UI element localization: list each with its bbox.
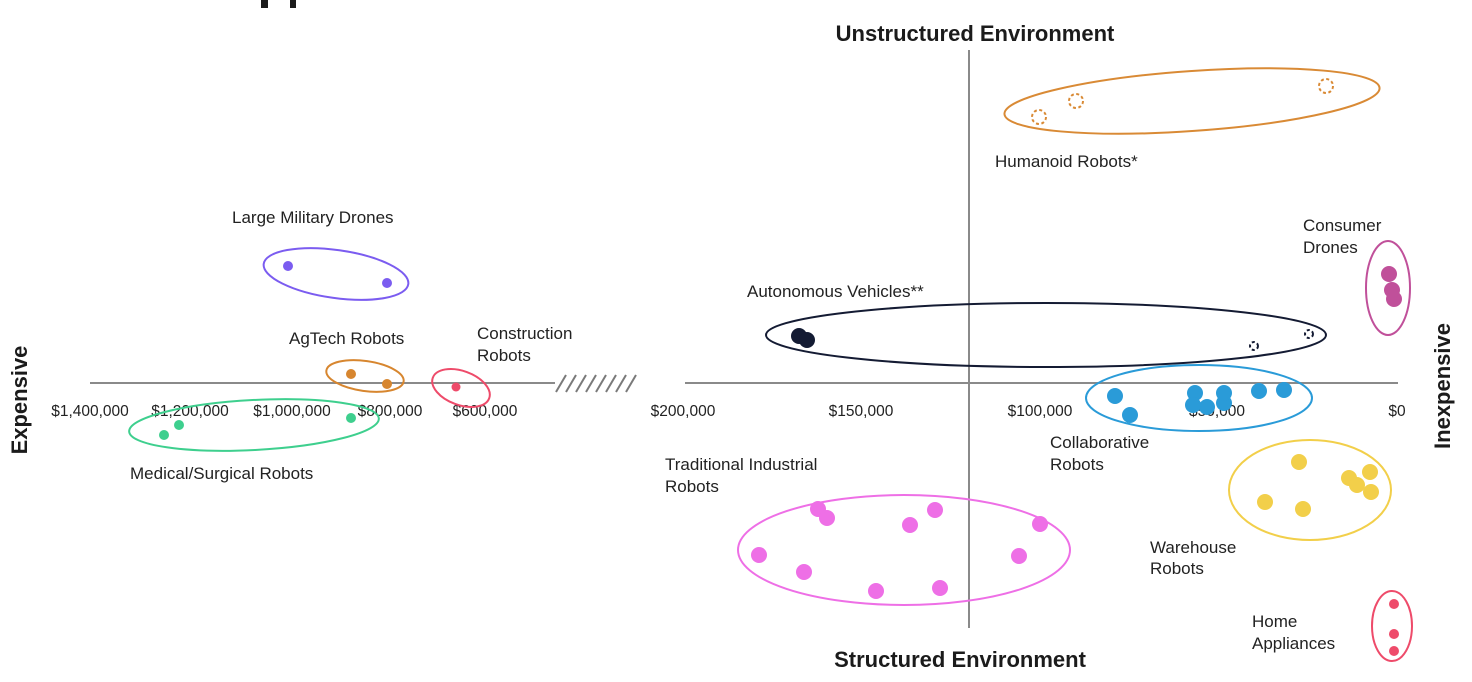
- x-tick-label: $1,200,000: [151, 403, 229, 420]
- data-point: [1304, 329, 1314, 339]
- group-ellipses: [128, 67, 1413, 662]
- data-point: [1389, 599, 1399, 609]
- x-tick-label: $1,000,000: [253, 403, 331, 420]
- x-tick-label: $800,000: [358, 403, 423, 420]
- label-consumer-drones-line1: Consumer: [1303, 216, 1382, 235]
- label-agtech-robots: AgTech Robots: [289, 329, 404, 348]
- data-point: [346, 369, 356, 379]
- data-point: [1251, 383, 1267, 399]
- data-point: [819, 510, 835, 526]
- data-point: [1032, 516, 1048, 532]
- label-traditional-industrial-robots-line1: Traditional Industrial: [665, 455, 817, 474]
- data-point: [1381, 266, 1397, 282]
- ellipse-medical-surgical-robots: [128, 398, 380, 452]
- data-point: [174, 420, 184, 430]
- data-point: [1257, 494, 1273, 510]
- data-point: [159, 430, 169, 440]
- data-point: [1122, 407, 1138, 423]
- label-collaborative-robots-line1: Collaborative: [1050, 433, 1149, 452]
- data-point: [1295, 501, 1311, 517]
- axis-title-bottom: Structured Environment: [834, 647, 1086, 672]
- data-point: [799, 332, 815, 348]
- data-point: [1249, 341, 1259, 351]
- ellipse-autonomous-vehicles: [765, 302, 1327, 368]
- data-point: [1363, 484, 1379, 500]
- ellipse-humanoid-robots: [1003, 67, 1381, 135]
- data-point: [1362, 464, 1378, 480]
- axis-title-top: Unstructured Environment: [836, 21, 1115, 46]
- axis-title-right: Inexpensive: [1430, 323, 1455, 449]
- label-warehouse-robots-line1: Warehouse: [1150, 538, 1236, 557]
- label-construction-robots-line2: Robots: [477, 346, 531, 365]
- label-traditional-industrial-robots-line2: Robots: [665, 477, 719, 496]
- data-point: [346, 413, 356, 423]
- group-labels: Humanoid Robots* Large Military Drones C…: [130, 152, 1382, 653]
- label-medical-surgical-robots: Medical/Surgical Robots: [130, 464, 313, 483]
- ellipse-large-military-drones: [262, 247, 410, 301]
- ellipse-collaborative-robots: [1085, 364, 1313, 432]
- data-point: [1318, 78, 1334, 94]
- data-point: [1349, 477, 1365, 493]
- data-points: [159, 78, 1402, 656]
- ellipse-consumer-drones: [1365, 240, 1411, 336]
- ellipse-home-appliances: [1371, 590, 1413, 662]
- data-point: [927, 502, 943, 518]
- data-point: [1011, 548, 1027, 564]
- cropped-title-fragment: [261, 0, 296, 8]
- data-point: [1031, 109, 1047, 125]
- x-tick-label: $200,000: [651, 403, 716, 420]
- data-point: [868, 583, 884, 599]
- label-warehouse-robots-line2: Robots: [1150, 559, 1204, 578]
- label-large-military-drones: Large Military Drones: [232, 208, 394, 227]
- data-point: [1389, 629, 1399, 639]
- data-point: [1199, 399, 1215, 415]
- data-point: [1068, 93, 1084, 109]
- data-point: [1185, 397, 1201, 413]
- data-point: [283, 261, 293, 271]
- data-point: [1386, 291, 1402, 307]
- data-point: [382, 379, 392, 389]
- label-construction-robots-line1: Construction: [477, 324, 572, 343]
- data-point: [902, 517, 918, 533]
- data-point: [1276, 382, 1292, 398]
- x-tick-label: $0: [1388, 403, 1406, 420]
- data-point: [796, 564, 812, 580]
- x-tick-label: $150,000: [829, 403, 894, 420]
- ellipse-agtech-robots: [325, 359, 405, 393]
- ellipse-warehouse-robots: [1228, 439, 1392, 541]
- data-point: [1187, 385, 1203, 401]
- data-point: [1291, 454, 1307, 470]
- label-home-appliances-line1: Home: [1252, 612, 1297, 631]
- data-point: [932, 580, 948, 596]
- label-collaborative-robots-line2: Robots: [1050, 455, 1104, 474]
- label-autonomous-vehicles: Autonomous Vehicles**: [747, 282, 924, 301]
- ellipse-construction-robots: [431, 368, 491, 408]
- data-point: [1107, 388, 1123, 404]
- x-tick-label: $100,000: [1008, 403, 1073, 420]
- axis-title-left: Expensive: [7, 346, 32, 455]
- axis-break-marks: [555, 374, 637, 393]
- data-point: [751, 547, 767, 563]
- label-humanoid-robots: Humanoid Robots*: [995, 152, 1138, 171]
- data-point: [451, 382, 461, 392]
- data-point: [1389, 646, 1399, 656]
- data-point: [382, 278, 392, 288]
- data-point: [1216, 385, 1232, 401]
- label-home-appliances-line2: Appliances: [1252, 634, 1335, 653]
- ellipse-traditional-industrial-robots: [737, 494, 1071, 606]
- label-consumer-drones-line2: Drones: [1303, 238, 1358, 257]
- x-tick-label: $1,400,000: [51, 403, 129, 420]
